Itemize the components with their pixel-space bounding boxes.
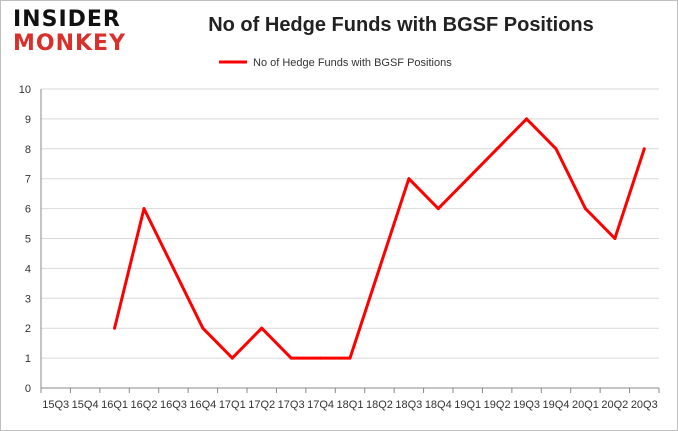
data-point	[230, 356, 234, 360]
data-point	[142, 207, 146, 211]
x-tick-label: 18Q3	[395, 399, 422, 411]
y-tick-label: 5	[25, 234, 31, 246]
x-tick-label: 19Q4	[543, 399, 570, 411]
data-point	[319, 356, 323, 360]
chart-title: No of Hedge Funds with BGSF Positions	[208, 14, 594, 36]
logo-insider: INSIDER	[13, 7, 121, 32]
y-tick-label: 3	[25, 293, 31, 305]
y-tick-label: 2	[25, 323, 31, 335]
data-point	[642, 147, 646, 151]
logo-monkey: MONKEY	[13, 31, 127, 56]
data-point	[525, 117, 529, 121]
x-tick-label: 16Q1	[101, 399, 128, 411]
x-tick-label: 20Q1	[572, 399, 599, 411]
x-tick-label: 16Q3	[160, 399, 187, 411]
data-point	[407, 177, 411, 181]
y-tick-label: 4	[25, 263, 31, 275]
data-point	[260, 326, 264, 330]
data-point	[436, 207, 440, 211]
x-tick-label: 19Q2	[484, 399, 511, 411]
data-point	[495, 147, 499, 151]
x-tick-label: 19Q1	[454, 399, 481, 411]
x-tick-label: 17Q4	[307, 399, 334, 411]
y-tick-label: 1	[25, 353, 31, 365]
x-tick-label: 16Q4	[189, 399, 216, 411]
data-point	[289, 356, 293, 360]
y-tick-label: 8	[25, 144, 31, 156]
y-tick-label: 9	[25, 114, 31, 126]
data-point	[554, 147, 558, 151]
x-tick-label: 15Q3	[42, 399, 69, 411]
x-tick-label: 18Q4	[425, 399, 452, 411]
x-tick-label: 17Q2	[248, 399, 275, 411]
data-point	[113, 326, 117, 330]
x-tick-label: 17Q3	[278, 399, 305, 411]
data-point	[201, 326, 205, 330]
x-tick-label: 15Q4	[72, 399, 99, 411]
y-tick-label: 7	[25, 174, 31, 186]
x-tick-label: 19Q3	[513, 399, 540, 411]
data-point	[583, 207, 587, 211]
data-point	[377, 266, 381, 270]
x-tick-label: 18Q2	[366, 399, 393, 411]
x-tick-label: 16Q2	[131, 399, 158, 411]
data-point	[613, 237, 617, 240]
data-point	[348, 356, 352, 360]
data-point	[466, 177, 470, 181]
x-tick-label: 20Q2	[601, 399, 628, 411]
y-tick-label: 10	[19, 84, 31, 96]
y-tick-label: 6	[25, 204, 31, 216]
x-tick-label: 18Q1	[337, 399, 364, 411]
legend-label: No of Hedge Funds with BGSF Positions	[253, 57, 452, 69]
x-tick-label: 20Q3	[631, 399, 658, 411]
data-point	[171, 266, 175, 270]
y-tick-label: 0	[25, 383, 31, 395]
x-tick-label: 17Q1	[219, 399, 246, 411]
